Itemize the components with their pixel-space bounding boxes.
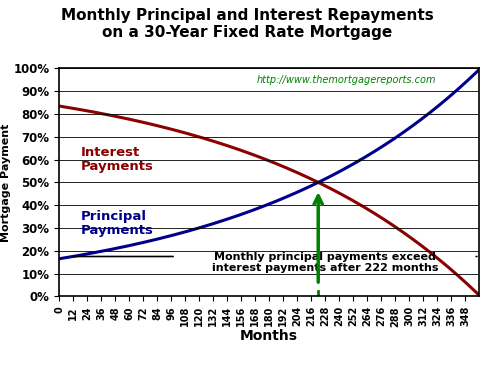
Text: Monthly Principal and Interest Repayments
on a 30-Year Fixed Rate Mortgage: Monthly Principal and Interest Repayment… — [61, 8, 433, 40]
Y-axis label: Mortgage Payment: Mortgage Payment — [0, 123, 11, 242]
Text: Monthly principal payments exceed: Monthly principal payments exceed — [214, 252, 436, 262]
Text: Interest
Payments: Interest Payments — [80, 146, 153, 173]
X-axis label: Months: Months — [240, 329, 298, 344]
Text: interest payments after 222 months: interest payments after 222 months — [212, 263, 439, 273]
Text: http://www.themortgagereports.com: http://www.themortgagereports.com — [257, 75, 436, 85]
Text: Principal
Payments: Principal Payments — [80, 210, 153, 237]
